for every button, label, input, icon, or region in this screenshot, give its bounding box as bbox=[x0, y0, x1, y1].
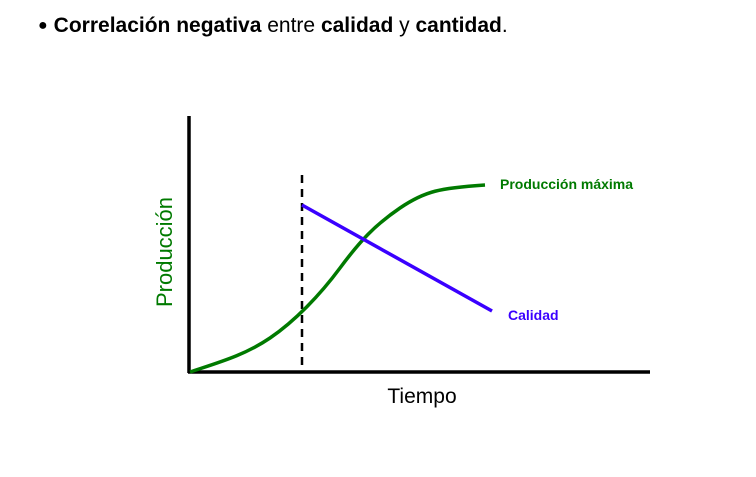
headline-part-1: Correlación negativa bbox=[53, 14, 262, 37]
headline-part-5: cantidad bbox=[415, 14, 502, 37]
headline-part-2: entre bbox=[261, 14, 321, 37]
y-axis-label: Producción bbox=[152, 197, 177, 307]
x-axis-label: Tiempo bbox=[387, 385, 456, 408]
headline-part-3: calidad bbox=[320, 14, 394, 37]
headline: ● Correlación negativa entre calidad y ca… bbox=[38, 14, 508, 38]
headline-part-4: y bbox=[393, 14, 416, 37]
quality-line bbox=[301, 203, 493, 313]
quality-line-label: Calidad bbox=[508, 307, 559, 323]
headline-part-6: . bbox=[501, 14, 508, 37]
production-curve-label: Producción máxima bbox=[500, 176, 633, 192]
bullet-icon: ● bbox=[38, 17, 48, 34]
production-curve bbox=[189, 183, 486, 374]
